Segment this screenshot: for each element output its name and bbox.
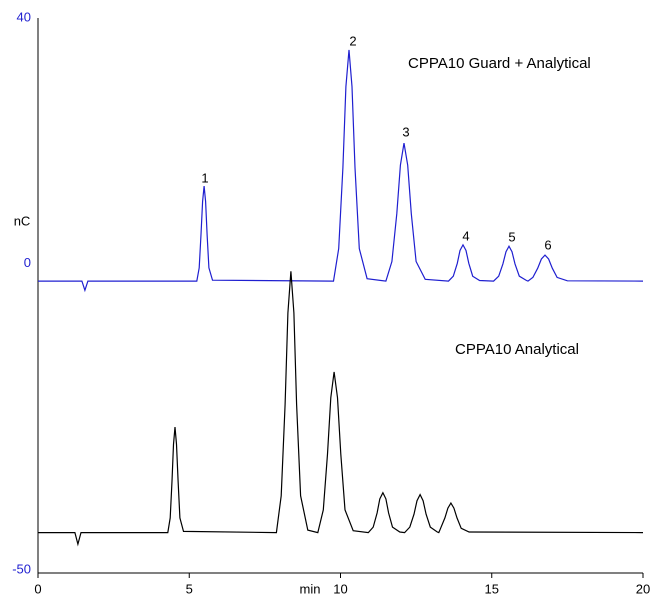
peak-label: 1: [201, 170, 208, 185]
peak-label: 5: [508, 229, 515, 244]
x-tick-label: 15: [485, 581, 499, 596]
y-tick-label: -50: [12, 561, 31, 576]
y-axis-label: nC: [14, 213, 31, 228]
x-tick-label: 0: [34, 581, 41, 596]
x-tick-label: 5: [186, 581, 193, 596]
peak-label: 2: [349, 33, 356, 48]
series-label: CPPA10 Analytical: [455, 341, 579, 358]
x-tick-label: 10: [333, 581, 347, 596]
y-tick-label: 0: [24, 255, 31, 270]
peak-label: 4: [462, 228, 469, 243]
x-axis-label: min: [300, 581, 321, 596]
peak-label: 3: [402, 124, 409, 139]
y-tick-label: 40: [17, 9, 31, 24]
trace: [38, 49, 644, 293]
series-label: CPPA10 Guard + Analytical: [408, 55, 591, 72]
x-tick-label: 20: [636, 581, 650, 596]
peak-label: 6: [544, 237, 551, 252]
trace: [38, 271, 644, 547]
